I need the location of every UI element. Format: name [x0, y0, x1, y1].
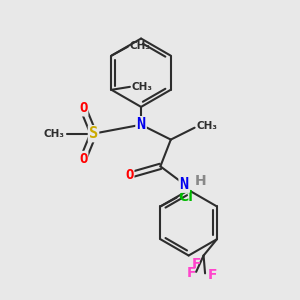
Text: CH₃: CH₃: [131, 82, 152, 92]
Text: H: H: [195, 174, 206, 188]
Text: N: N: [136, 117, 146, 132]
Text: CH₃: CH₃: [129, 41, 150, 51]
Text: F: F: [187, 266, 196, 280]
Text: O: O: [79, 152, 87, 166]
Text: O: O: [125, 168, 134, 182]
Text: F: F: [192, 257, 201, 271]
Text: N: N: [180, 177, 189, 192]
Text: CH₃: CH₃: [197, 121, 218, 131]
Text: F: F: [208, 268, 218, 282]
Text: Cl: Cl: [178, 190, 193, 204]
Text: S: S: [89, 126, 98, 141]
Text: CH₃: CH₃: [44, 129, 64, 139]
Text: O: O: [79, 101, 87, 116]
